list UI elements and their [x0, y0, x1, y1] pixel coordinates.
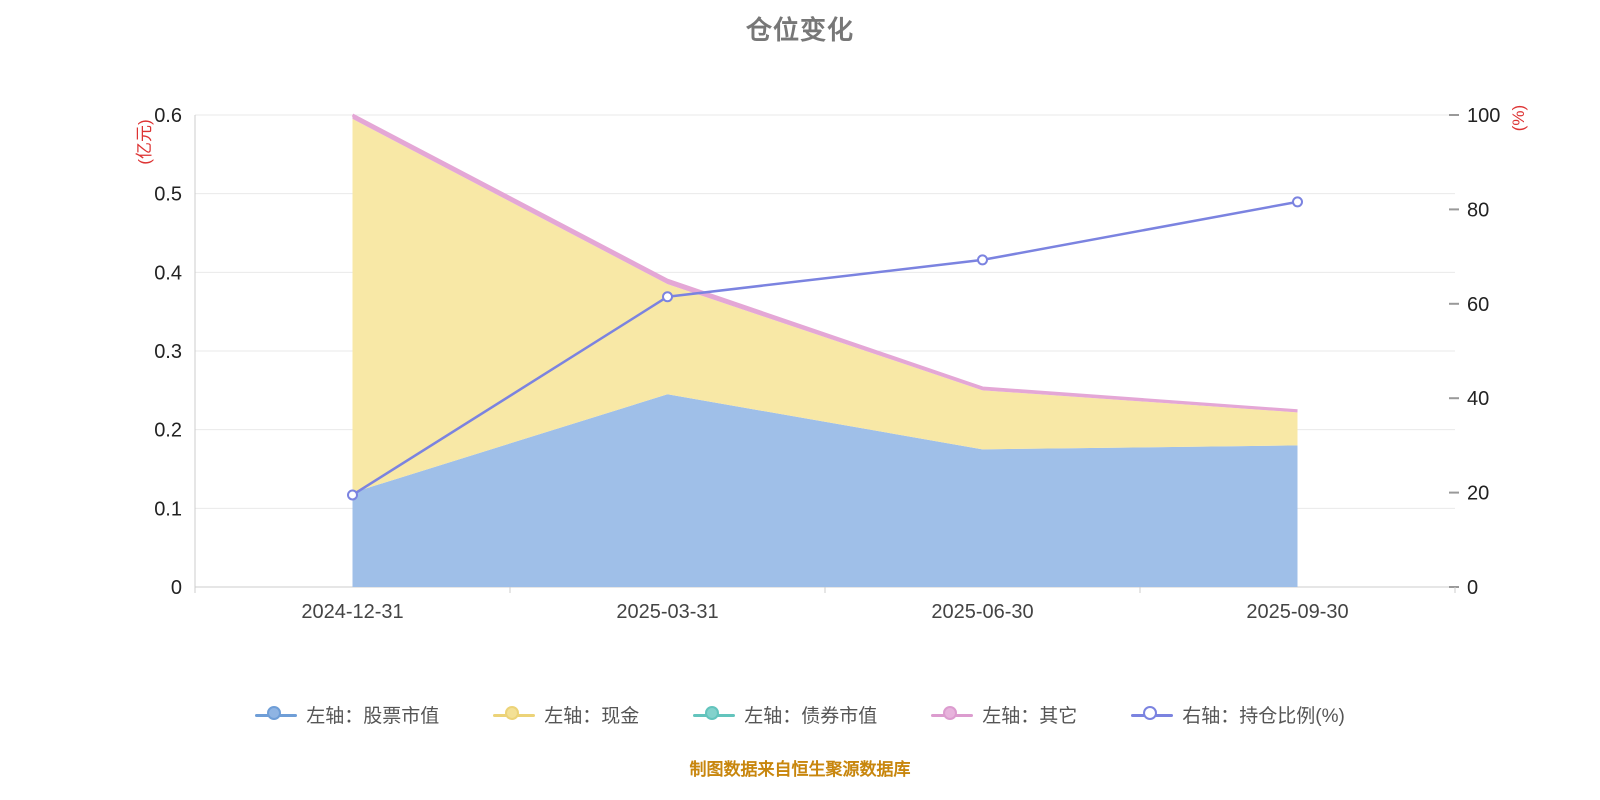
- legend-marker-ratio-icon: [1131, 705, 1174, 724]
- svg-text:0: 0: [1467, 577, 1478, 599]
- legend-label: 右轴：持仓比例(%): [1182, 706, 1345, 727]
- svg-text:0.3: 0.3: [154, 341, 182, 363]
- legend-label: 左轴：股票市值: [306, 706, 440, 727]
- legend-item-stock-value[interactable]: 左轴：股票市值: [255, 701, 439, 728]
- svg-text:2025-09-30: 2025-09-30: [1246, 601, 1348, 623]
- svg-text:20: 20: [1467, 483, 1489, 505]
- svg-text:80: 80: [1467, 199, 1489, 221]
- svg-text:0.6: 0.6: [154, 105, 182, 127]
- svg-text:60: 60: [1467, 294, 1489, 316]
- svg-text:2025-06-30: 2025-06-30: [931, 601, 1033, 623]
- legend-label: 左轴：其它: [982, 706, 1078, 727]
- legend-item-cash[interactable]: 左轴：现金: [493, 701, 639, 728]
- legend-item-position-ratio[interactable]: 右轴：持仓比例(%): [1131, 701, 1345, 728]
- legend-label: 左轴：现金: [544, 706, 640, 727]
- legend-marker-cash-icon: [493, 705, 536, 724]
- svg-text:(亿元): (亿元): [135, 119, 154, 164]
- svg-text:0.5: 0.5: [154, 184, 182, 206]
- svg-text:100: 100: [1467, 105, 1500, 127]
- legend-label: 左轴：债券市值: [744, 706, 878, 727]
- legend-marker-stock-icon: [255, 705, 298, 724]
- legend-item-other[interactable]: 左轴：其它: [931, 701, 1077, 728]
- chart-title: 仓位变化: [745, 15, 854, 45]
- svg-text:2024-12-31: 2024-12-31: [301, 601, 403, 623]
- legend: 左轴：股票市值 左轴：现金 左轴：债券市值 左轴：其它 右轴：持仓比例(%): [0, 701, 1600, 728]
- svg-text:40: 40: [1467, 388, 1489, 410]
- svg-text:0.1: 0.1: [154, 498, 182, 520]
- legend-marker-bond-icon: [693, 705, 736, 724]
- svg-text:0.2: 0.2: [154, 420, 182, 442]
- svg-text:2025-03-31: 2025-03-31: [616, 601, 718, 623]
- data-source-note: 制图数据来自恒生聚源数据库: [689, 760, 911, 779]
- svg-text:(%): (%): [1509, 105, 1528, 131]
- position-area-chart: 0 0.1 0.2 0.3 0.4 0.5 0.6 0 20 40 60 80 100 2024-12-3…: [135, 105, 1528, 623]
- legend-item-bond-value[interactable]: 左轴：债券市值: [693, 701, 877, 728]
- svg-text:0: 0: [171, 577, 182, 599]
- svg-text:0.4: 0.4: [154, 262, 182, 284]
- legend-marker-other-icon: [931, 705, 974, 724]
